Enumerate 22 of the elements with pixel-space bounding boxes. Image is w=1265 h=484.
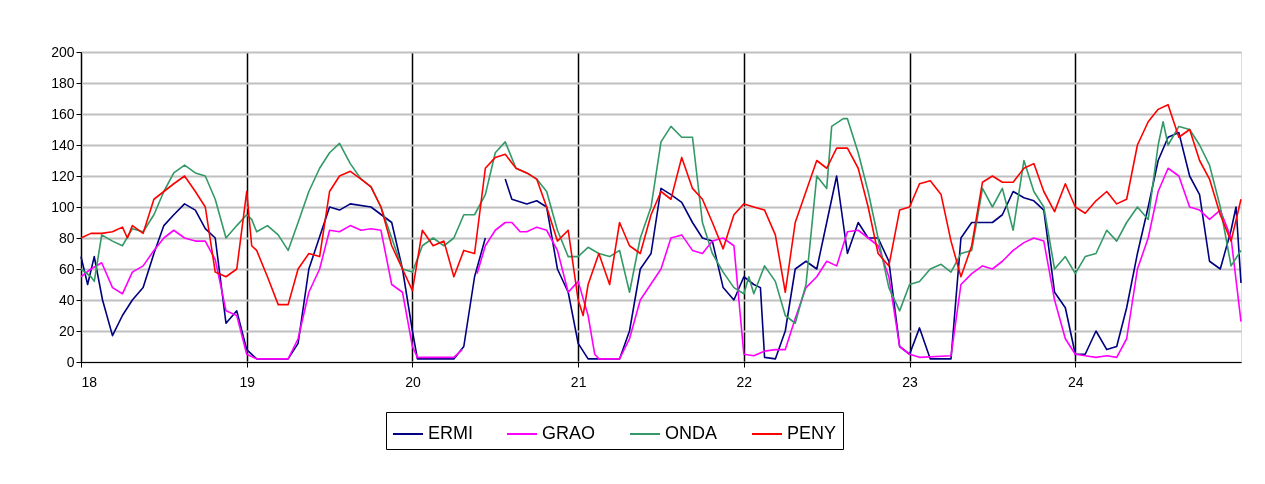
x-tick-label: 18 (81, 373, 98, 390)
legend-label: PENY (787, 423, 837, 443)
x-tick-label: 21 (570, 373, 587, 390)
y-tick-label: 160 (51, 105, 75, 122)
x-tick-label: 24 (1068, 373, 1084, 390)
y-tick-label: 180 (51, 74, 75, 91)
x-tick-label: 22 (736, 373, 753, 390)
y-tick-label: 0 (66, 353, 75, 370)
y-tick-label: 100 (51, 198, 75, 215)
y-tick-label: 120 (51, 167, 75, 184)
y-tick-label: 80 (58, 229, 75, 246)
y-tick-label: 60 (58, 260, 75, 277)
x-tick-label: 20 (405, 373, 421, 390)
legend-label: ONDA (665, 423, 718, 443)
x-tick-label: 23 (902, 373, 919, 390)
y-tick-label: 40 (58, 291, 75, 308)
x-tick-label: 19 (239, 373, 256, 390)
y-tick-label: 20 (58, 322, 75, 339)
y-tick-label: 140 (51, 136, 75, 153)
legend-label: ERMI (428, 423, 473, 443)
legend-label: GRAO (542, 423, 596, 443)
y-tick-label: 200 (51, 43, 75, 60)
